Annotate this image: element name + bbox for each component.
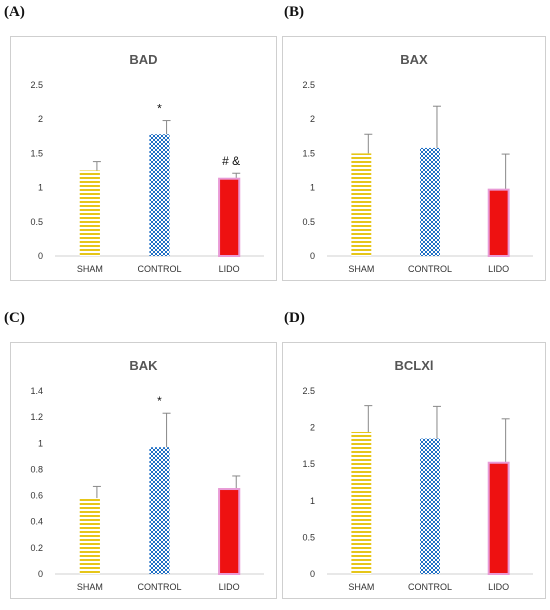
chart-title: BAX	[400, 52, 428, 67]
chart-svg: BAK 0 0.2 0.4 0.6 0.8 1 1.2 1.4 SHAM CONTROL * LIDO	[30, 358, 264, 592]
bar-lido	[218, 177, 241, 257]
y-tick-label: 0	[310, 569, 315, 579]
y-tick-label: 0	[38, 251, 43, 261]
category-label-lido: LIDO	[488, 582, 509, 592]
bar-lido	[487, 461, 510, 575]
chart-svg: BCLXl 0 0.5 1 1.5 2 2.5 SHAM CONTROL LIDO	[302, 358, 533, 592]
panel-letter-b: (B)	[284, 4, 304, 20]
category-label-sham: SHAM	[77, 582, 103, 592]
chart-bad: BAD 0 0.5 1 1.5 2 2.5 SHAM CONTROL * LIDO # &	[10, 36, 277, 281]
chart-bclxl: BCLXl 0 0.5 1 1.5 2 2.5 SHAM CONTROL LIDO	[282, 342, 546, 599]
y-tick-label: 0	[310, 251, 315, 261]
y-tick-label: 1.2	[30, 412, 43, 422]
y-tick-label: 1.4	[30, 386, 43, 396]
y-tick-label: 0.4	[30, 517, 43, 527]
chart-bax: BAX 0 0.5 1 1.5 2 2.5 SHAM CONTROL LIDO	[282, 36, 546, 281]
bar-sham	[79, 498, 100, 574]
y-tick-label: 1	[310, 496, 315, 506]
chart-title: BCLXl	[395, 358, 434, 373]
y-tick-label: 2.5	[302, 80, 315, 90]
y-tick-label: 2	[38, 114, 43, 124]
chart-bak: BAK 0 0.2 0.4 0.6 0.8 1 1.2 1.4 SHAM CONTROL * LIDO	[10, 342, 277, 599]
y-tick-label: 0.2	[30, 543, 43, 553]
bar-control	[149, 134, 170, 256]
y-tick-label: 0.5	[302, 532, 315, 542]
y-tick-label: 1.5	[30, 148, 43, 158]
chart-svg: BAD 0 0.5 1 1.5 2 2.5 SHAM CONTROL * LIDO # &	[30, 52, 264, 274]
significance-annotation: *	[157, 102, 162, 116]
category-label-control: CONTROL	[137, 264, 181, 274]
y-tick-label: 2.5	[30, 80, 43, 90]
category-label-control: CONTROL	[408, 582, 452, 592]
y-tick-label: 0	[38, 569, 43, 579]
bar-lido	[487, 188, 510, 257]
bar-control	[420, 438, 440, 574]
chart-title: BAD	[129, 52, 157, 67]
chart-svg: BAX 0 0.5 1 1.5 2 2.5 SHAM CONTROL LIDO	[302, 52, 533, 274]
y-tick-label: 1.5	[302, 459, 315, 469]
bar-lido	[218, 488, 241, 576]
panel-letter-c: (C)	[4, 310, 25, 326]
chart-title: BAK	[129, 358, 158, 373]
y-tick-label: 0.8	[30, 464, 43, 474]
category-label-control: CONTROL	[137, 582, 181, 592]
bar-sham	[79, 170, 100, 256]
significance-annotation: # &	[222, 154, 240, 168]
category-label-sham: SHAM	[77, 264, 103, 274]
y-tick-label: 2	[310, 423, 315, 433]
bar-control	[420, 147, 440, 256]
y-tick-label: 2	[310, 114, 315, 124]
y-tick-label: 1	[310, 183, 315, 193]
significance-annotation: *	[157, 394, 162, 408]
y-tick-label: 1.5	[302, 148, 315, 158]
y-tick-label: 0.6	[30, 491, 43, 501]
category-label-sham: SHAM	[348, 582, 374, 592]
category-label-lido: LIDO	[488, 264, 509, 274]
category-label-sham: SHAM	[348, 264, 374, 274]
bar-sham	[351, 431, 372, 574]
category-label-lido: LIDO	[219, 582, 240, 592]
y-tick-label: 0.5	[302, 217, 315, 227]
bar-control	[149, 447, 170, 574]
category-label-control: CONTROL	[408, 264, 452, 274]
panel-letter-d: (D)	[284, 310, 305, 326]
panel-letter-a: (A)	[4, 4, 25, 20]
category-label-lido: LIDO	[219, 264, 240, 274]
y-tick-label: 1	[38, 438, 43, 448]
y-tick-label: 0.5	[30, 217, 43, 227]
bar-sham	[351, 153, 372, 256]
y-tick-label: 1	[38, 183, 43, 193]
y-tick-label: 2.5	[302, 386, 315, 396]
